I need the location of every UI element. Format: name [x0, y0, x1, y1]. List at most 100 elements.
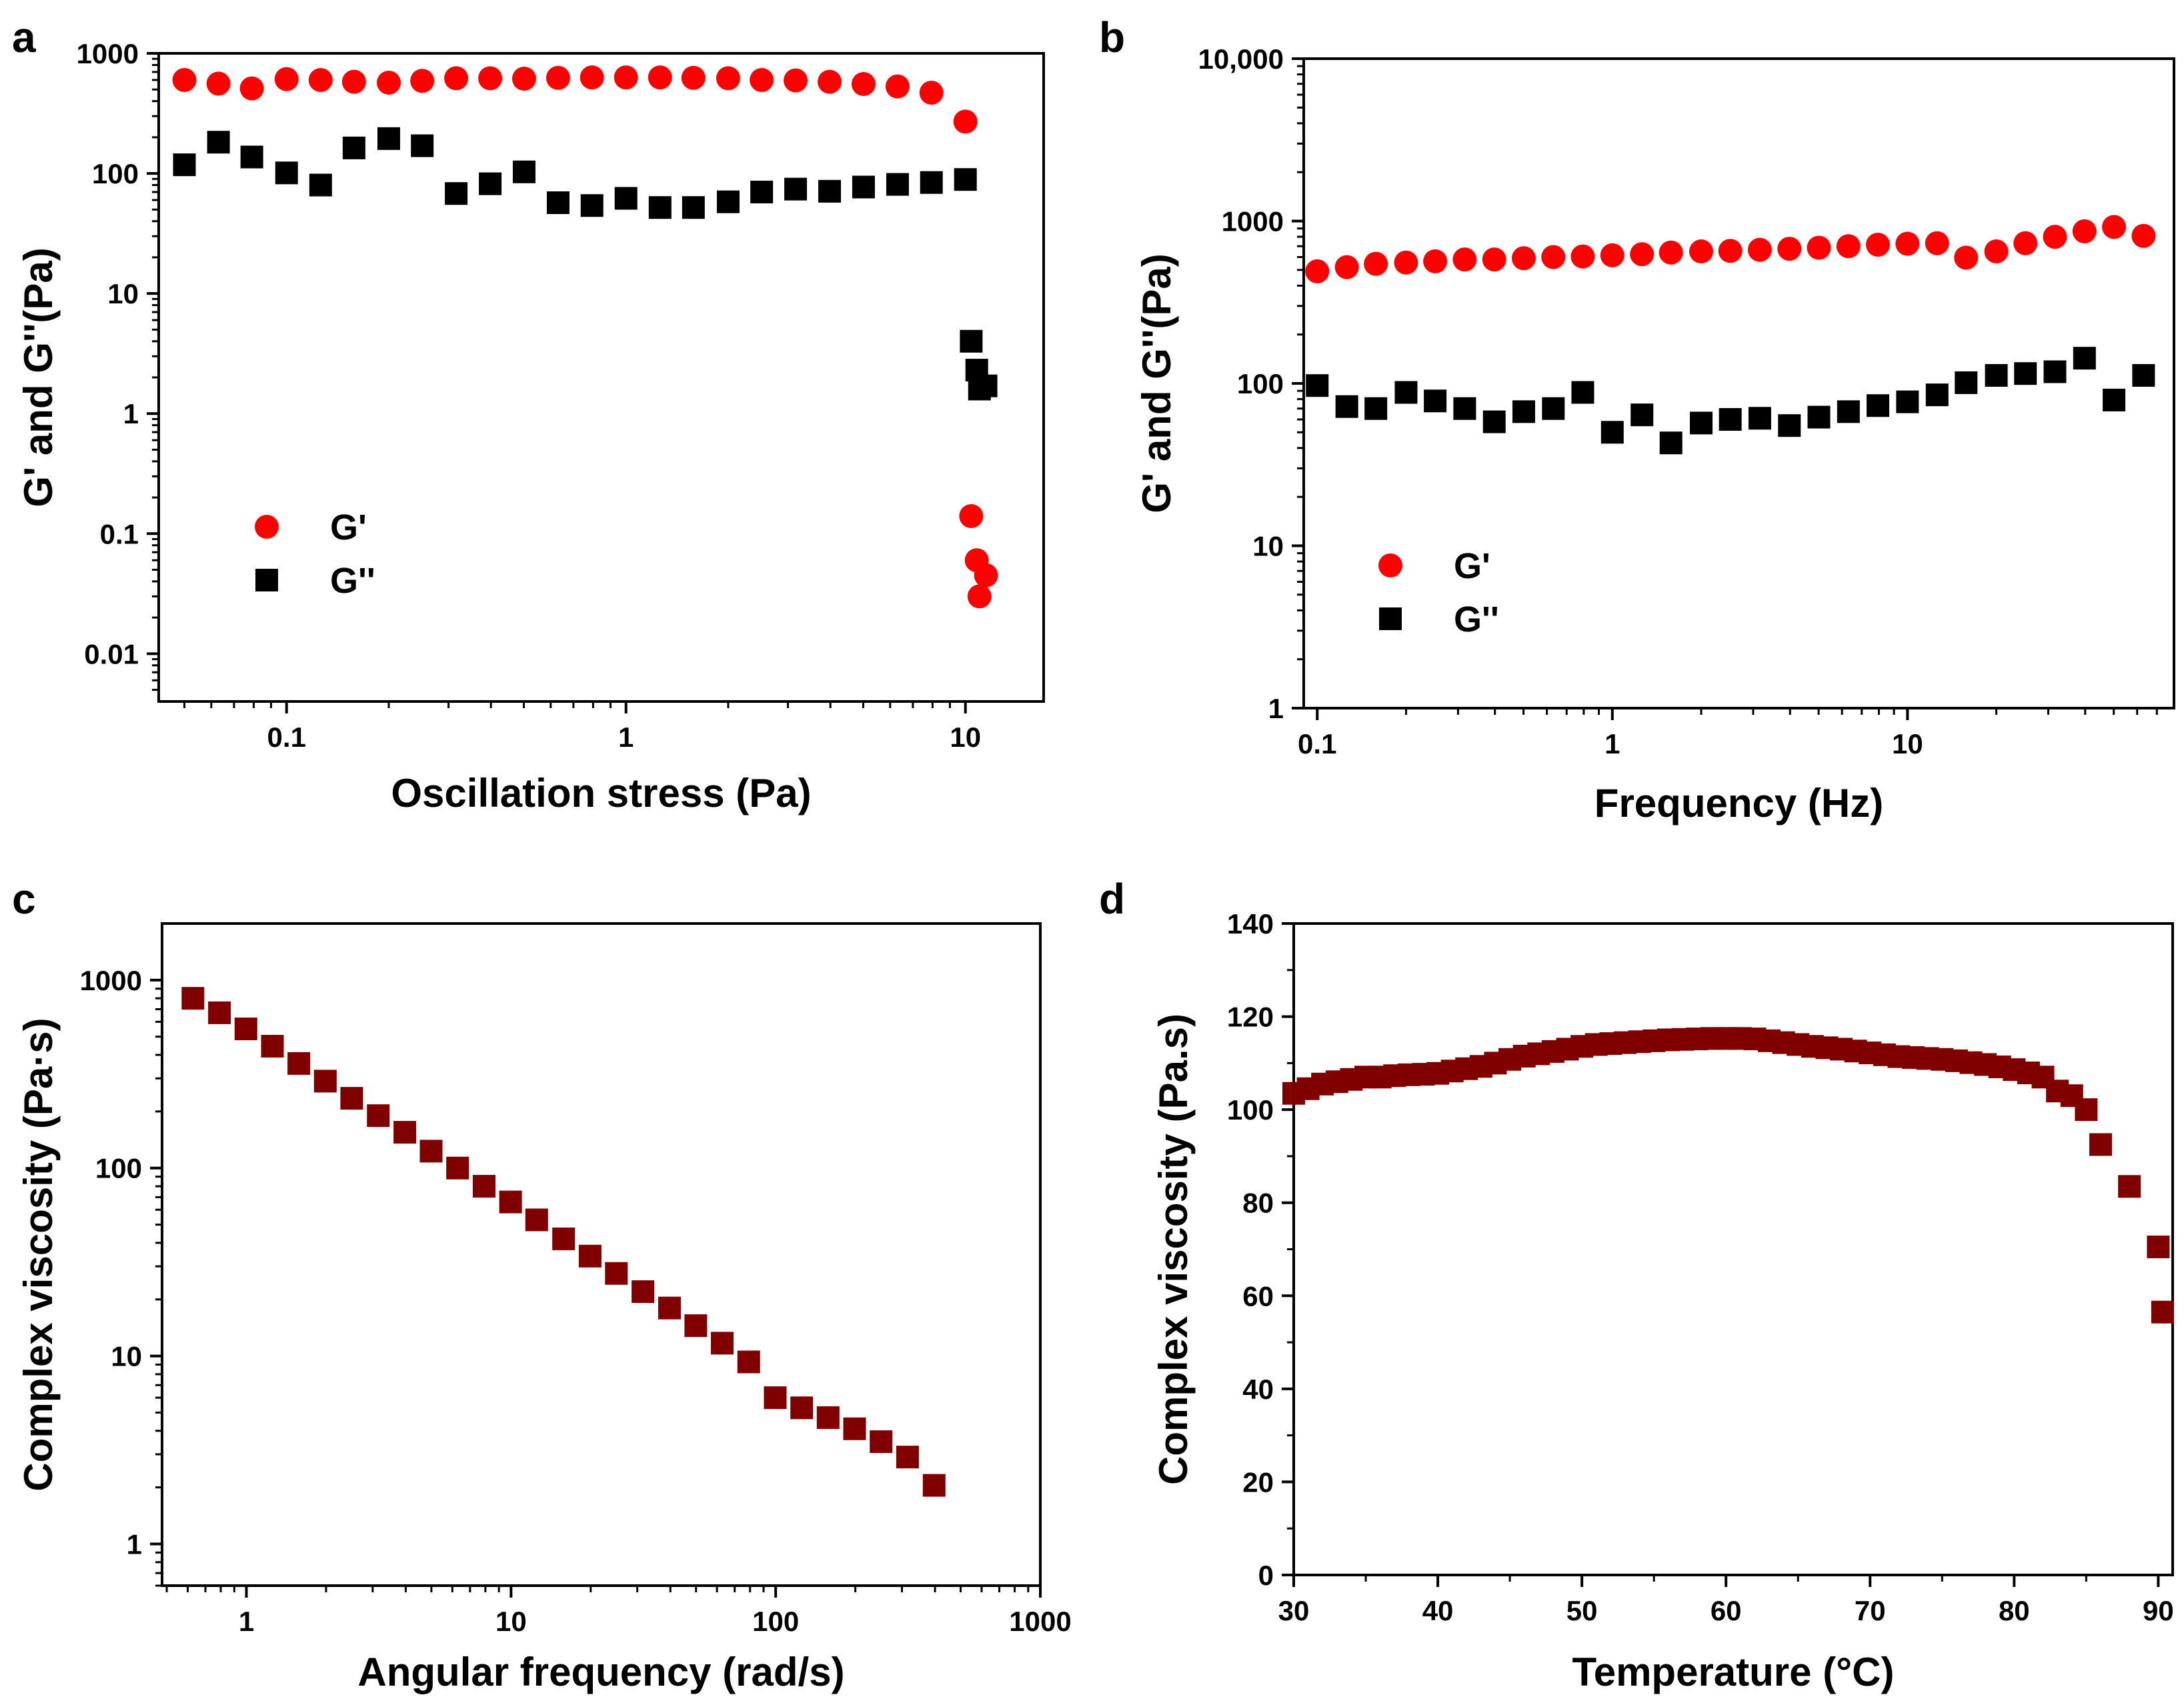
data-point [444, 66, 469, 91]
data-point [790, 1396, 814, 1420]
data-point [2132, 364, 2155, 387]
legend: G' G'' [1378, 546, 1499, 639]
data-point [2089, 1133, 2112, 1156]
data-point [1364, 397, 1388, 420]
x-tick-label: 100 [752, 1606, 799, 1637]
data-point [1747, 237, 1772, 262]
data-point [919, 81, 944, 105]
data-point [1452, 247, 1477, 272]
series-g-double-prime [1306, 347, 2155, 455]
data-point [2147, 1236, 2170, 1259]
data-point [1954, 245, 1979, 270]
data-point [472, 1175, 495, 1198]
legend-label: G'' [1454, 599, 1499, 639]
x-tick-label: 1 [239, 1606, 254, 1637]
y-tick-label: 1000 [80, 965, 142, 996]
data-point [2103, 388, 2126, 411]
x-tick-label: 10 [950, 721, 981, 753]
x-tick-label: 40 [1422, 1595, 1454, 1626]
data-point [1719, 408, 1742, 431]
x-axis-title: Angular frequency (rad/s) [357, 1650, 844, 1694]
panel-d: d 30 40 50 60 70 80 90 0 20 40 60 80 100 120 140 Tempera… [1099, 875, 2174, 1694]
data-point [750, 67, 774, 92]
y-tick-label: 1000 [1222, 206, 1284, 237]
data-point [2043, 225, 2067, 249]
data-point [1600, 421, 1624, 444]
data-point [1778, 414, 1801, 437]
data-point [478, 66, 503, 91]
data-point [974, 374, 998, 397]
data-point [2013, 231, 2038, 255]
y-tick-label: 10 [1252, 531, 1284, 562]
series-complex-viscosity [1282, 1027, 2174, 1324]
data-point [1482, 247, 1506, 272]
data-point [367, 1104, 390, 1128]
y-tick-label: 1 [123, 398, 139, 429]
data-point [684, 1314, 708, 1338]
x-axis-title: Temperature (°C) [1572, 1650, 1895, 1694]
data-point [342, 136, 365, 159]
data-point [206, 71, 231, 96]
x-tick-label: 90 [2143, 1595, 2174, 1626]
data-point [2014, 362, 2037, 385]
data-point [1364, 251, 1388, 276]
y-tick-label: 140 [1227, 908, 1274, 940]
x-tick-label: 1 [1604, 728, 1620, 759]
data-point [2118, 1175, 2141, 1198]
data-point [974, 563, 998, 587]
panel-a: a 0.1 1 10 0.01 0.1 1 10 100 1000 Oscillation stre… [12, 13, 1045, 815]
data-point [1305, 259, 1330, 283]
y-tick-label: 100 [95, 1153, 142, 1184]
legend: G' G'' [255, 507, 375, 601]
data-point [1836, 234, 1861, 259]
data-point [960, 329, 983, 353]
data-point [309, 173, 332, 197]
data-point [716, 190, 740, 213]
y-tick-label: 120 [1227, 1002, 1274, 1033]
data-point [580, 65, 604, 90]
panel-c: c 1 10 100 1000 1 10 100 1000 Angular frequency (… [12, 875, 1072, 1694]
data-point [1453, 397, 1476, 420]
y-tick-label: 1 [1268, 693, 1284, 724]
x-tick-label: 30 [1278, 1595, 1310, 1626]
x-tick-label: 0.1 [1298, 728, 1336, 759]
data-point [658, 1296, 681, 1320]
data-point [1659, 431, 1683, 455]
x-tick-label: 0.1 [267, 721, 306, 753]
legend-label: G' [330, 507, 367, 547]
data-point [1895, 231, 1920, 256]
data-point [953, 109, 978, 134]
panel-letter: c [12, 875, 36, 923]
legend-label: G' [1454, 546, 1490, 586]
data-point [1630, 242, 1655, 267]
y-tick-label: 20 [1242, 1466, 1274, 1498]
data-point [1394, 381, 1418, 404]
y-axis-title: G' and G''(Pa) [1134, 253, 1179, 513]
data-point [2131, 223, 2156, 248]
data-point [870, 1430, 893, 1454]
y-axis-title: Complex viscosity (Pa·s) [16, 1018, 61, 1491]
data-point [410, 69, 435, 93]
data-point [2151, 1300, 2174, 1324]
series-g- [1305, 215, 2156, 283]
data-point [1748, 407, 1771, 430]
plot-frame [161, 922, 1042, 1587]
data-point [580, 194, 604, 217]
y-tick-label: 0.1 [100, 518, 139, 549]
x-tick-label: 60 [1711, 1595, 1742, 1626]
x-axis-title: Frequency (Hz) [1594, 781, 1883, 825]
data-point [578, 1244, 602, 1268]
data-point [1424, 389, 1447, 413]
data-point [1807, 235, 1831, 260]
panel-letter: b [1099, 13, 1125, 61]
data-point [896, 1446, 919, 1469]
x-tick-label: 70 [1855, 1595, 1886, 1626]
data-point [308, 67, 333, 92]
plot-frame [1302, 57, 2175, 709]
data-point [313, 1070, 337, 1093]
data-point [1955, 371, 1978, 394]
data-point [710, 1332, 734, 1355]
data-point [239, 76, 264, 101]
y-tick-label: 100 [92, 158, 139, 189]
data-point [682, 196, 705, 219]
